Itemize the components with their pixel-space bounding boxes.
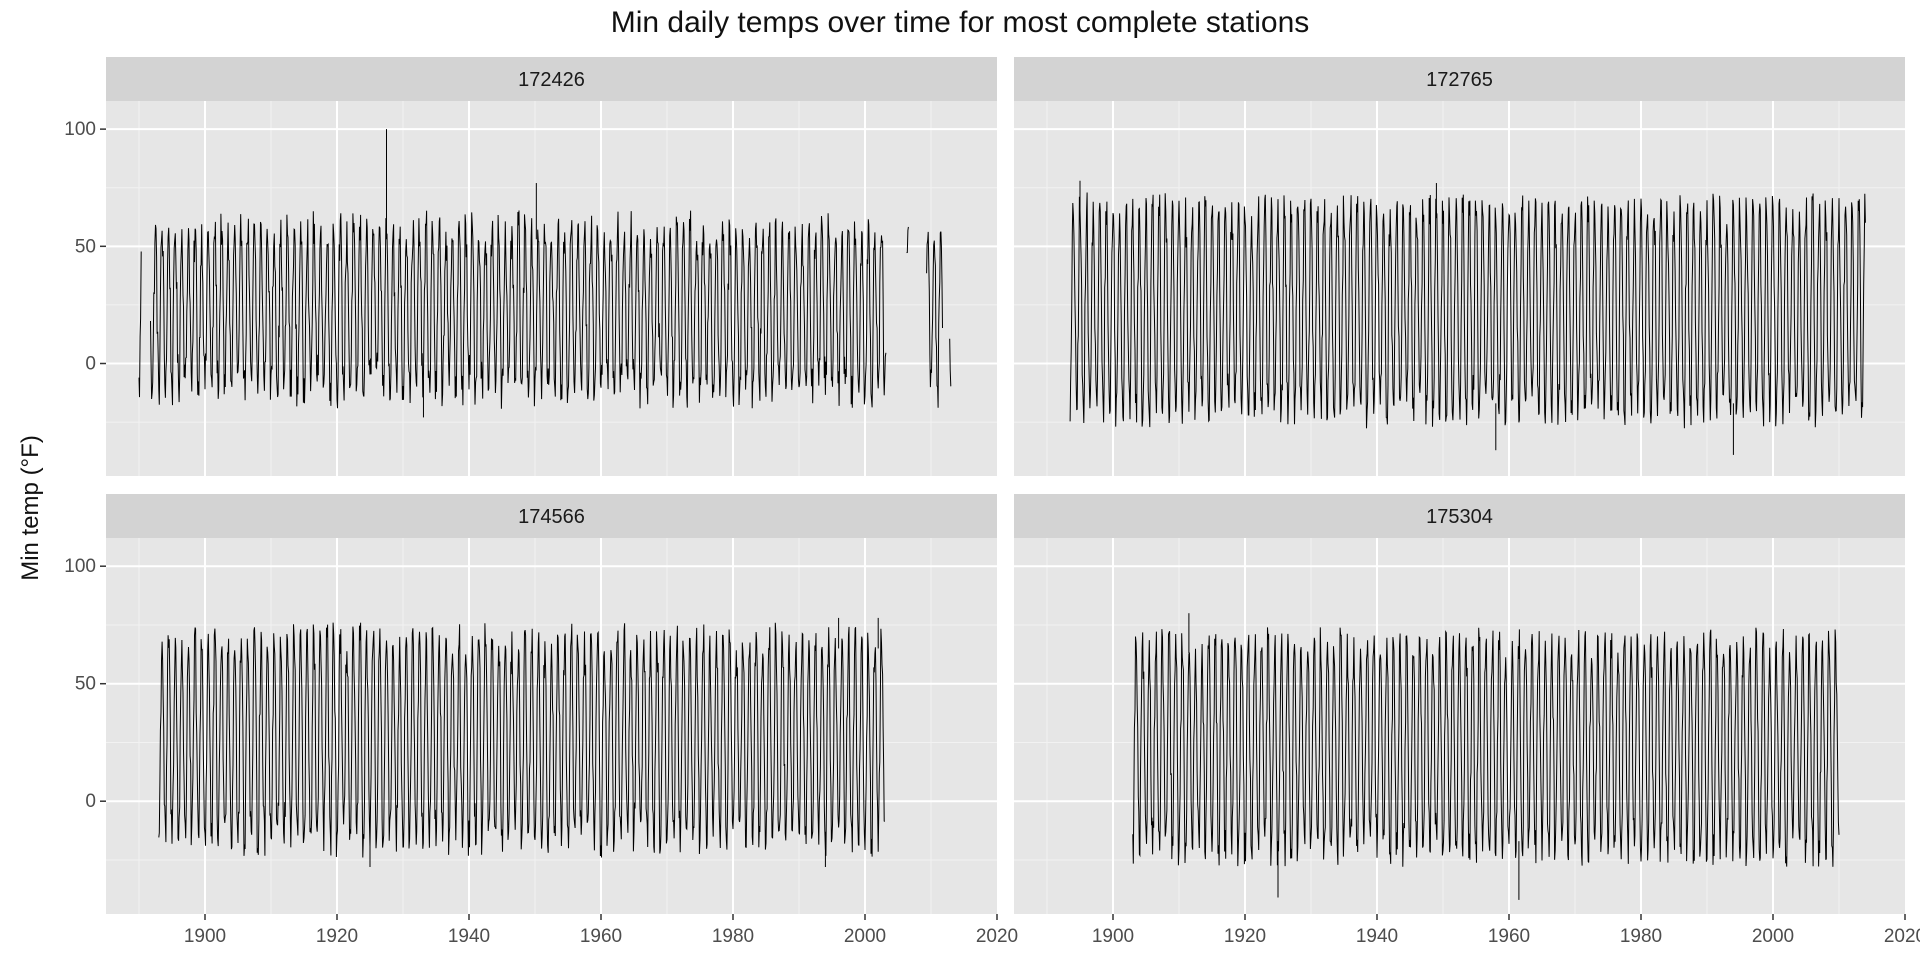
x-tick-label: 1900 (184, 926, 226, 947)
x-tick-label: 1960 (580, 926, 622, 947)
y-tick-label: 50 (75, 674, 96, 695)
y-tick-label: 0 (85, 791, 96, 812)
facet-panel: 175304 1900 1920 1940 1960 1980 2000 2020 (1014, 494, 1920, 947)
x-tick-label: 1960 (1488, 926, 1530, 947)
facet-strip-label: 172765 (1426, 69, 1493, 91)
facet-strip (106, 57, 997, 101)
series-line (906, 226, 909, 254)
facet-strip (1014, 494, 1905, 538)
series-line (1132, 627, 1840, 867)
facet-panel: 174566 0 50 100 1900 1920 1940 1960 1980 2000 2020 (64, 494, 1018, 947)
x-tick-label: 1900 (1092, 926, 1134, 947)
x-tick-label: 1920 (316, 926, 358, 947)
y-tick-label: 50 (75, 236, 96, 257)
panel-background (106, 538, 997, 914)
series-line (1069, 192, 1866, 429)
facet-strip (1014, 57, 1905, 101)
facet-strip-label: 174566 (518, 506, 585, 528)
series-line (926, 231, 943, 408)
y-tick-label: 100 (64, 556, 96, 577)
y-tick-label: 100 (64, 119, 96, 140)
x-tick-label: 2000 (1752, 926, 1794, 947)
x-tick-label: 1980 (1620, 926, 1662, 947)
series-line (138, 251, 142, 398)
facet-panel: 172426 0 50 100 (64, 57, 997, 476)
x-tick-label: 1940 (1356, 926, 1398, 947)
facet-strip (106, 494, 997, 538)
x-tick-label: 1980 (712, 926, 754, 947)
x-tick-label: 1920 (1224, 926, 1266, 947)
x-tick-label: 2020 (1884, 926, 1920, 947)
series-line (158, 622, 886, 858)
y-axis-title: Min temp (°F) (17, 435, 44, 581)
x-tick-label: 1940 (448, 926, 490, 947)
facet-panel: 172765 (1014, 57, 1905, 476)
panel-background (106, 101, 997, 476)
facet-strip-label: 172426 (518, 69, 585, 91)
y-tick-label: 0 (85, 354, 96, 375)
series-line (150, 210, 887, 409)
panel-background (1014, 538, 1905, 914)
series-line (949, 338, 952, 387)
facet-strip-label: 175304 (1426, 506, 1493, 528)
x-tick-label: 2020 (976, 926, 1018, 947)
x-tick-label: 2000 (844, 926, 886, 947)
chart-title: Min daily temps over time for most compl… (610, 6, 1310, 39)
